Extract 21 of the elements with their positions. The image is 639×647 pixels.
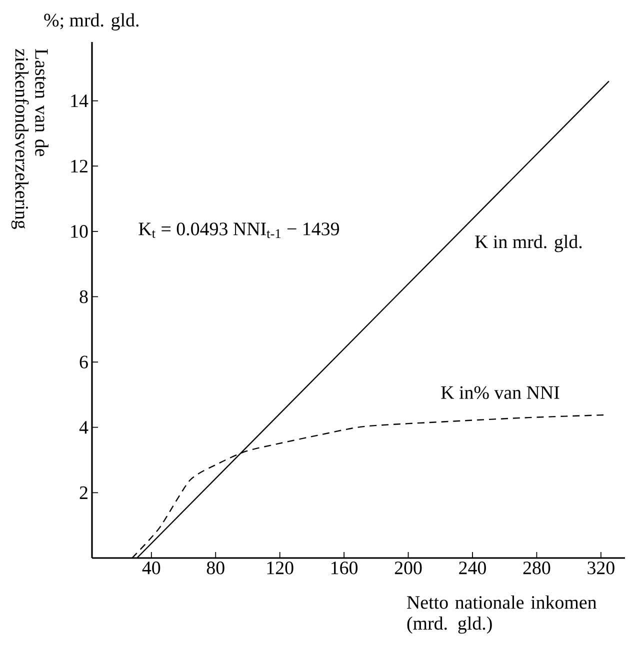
x-tick-label: 320 <box>588 562 614 574</box>
y-tick-label: 6 <box>80 356 88 368</box>
text: %; mrd. gld. <box>44 13 138 30</box>
y-tick-label: 14 <box>71 94 88 108</box>
x-tick-label: 280 <box>523 562 550 574</box>
x-tick-label: 120 <box>267 562 294 574</box>
x-tick-label: 40 <box>142 562 160 574</box>
x-tick-label: 200 <box>394 562 422 574</box>
y-tick-label: 8 <box>80 290 88 304</box>
x-tick-label: 240 <box>459 562 486 574</box>
y-tick-label: 2 <box>80 486 88 499</box>
series-label: K in% van NNI <box>441 386 560 400</box>
y-tick-label: 12 <box>71 160 88 172</box>
y-tick-label: 10 <box>71 225 88 238</box>
y-axis-title: Lasten van de ziekenfondsverzekering <box>11 49 48 229</box>
x-axis-title: Netto nationale inkomen (mrd. gld.) <box>407 596 597 634</box>
series-label: K in mrd. gld. <box>475 234 582 252</box>
annotation: K$_{t}$ = 0.0493 NNI$_{t-1}$ − 1439 <box>138 222 339 238</box>
y-tick-label: 4 <box>79 421 88 434</box>
x-tick-label: 80 <box>206 562 224 574</box>
x-tick-label: 160 <box>332 562 358 574</box>
